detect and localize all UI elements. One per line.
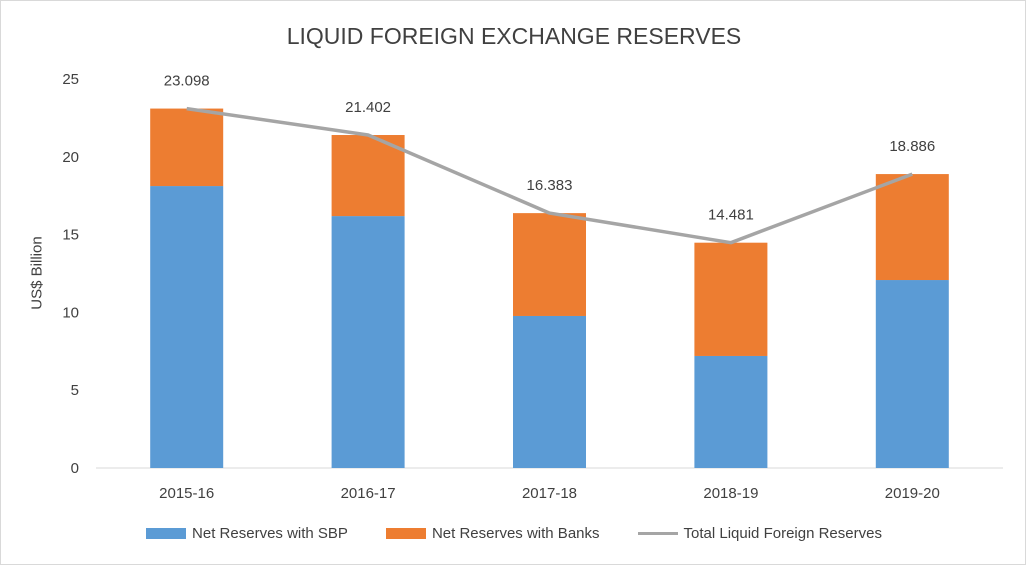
x-tick-label: 2019-20	[885, 485, 940, 502]
x-tick-label: 2018-19	[703, 485, 758, 502]
bar-sbp	[875, 280, 949, 468]
legend-swatch-banks	[385, 528, 426, 539]
data-label: 18.886	[889, 138, 935, 155]
bar-sbp	[694, 355, 768, 468]
legend-label: Net Reserves with SBP	[192, 525, 348, 542]
legend-label: Net Reserves with Banks	[431, 525, 600, 542]
legend-swatch-sbp	[146, 528, 187, 539]
y-tick-label: 20	[62, 149, 79, 166]
y-tick-label: 25	[62, 71, 79, 88]
bar-sbp	[331, 216, 405, 468]
y-tick-label: 0	[71, 460, 79, 477]
x-tick-label: 2017-18	[522, 485, 577, 502]
legend-item-total: Total Liquid Foreign Reserves	[637, 525, 882, 542]
bar-sbp	[513, 315, 586, 468]
data-label: 23.098	[164, 73, 210, 90]
x-tick-label: 2015-16	[159, 485, 214, 502]
y-tick-label: 15	[62, 227, 79, 244]
legend-swatch-total	[637, 532, 678, 535]
legend-item-sbp: Net Reserves with SBP	[146, 525, 348, 542]
bar-banks	[694, 242, 768, 356]
bar-banks	[331, 135, 405, 217]
x-tick-label: 2016-17	[341, 485, 396, 502]
chart-title: LIQUID FOREIGN EXCHANGE RESERVES	[286, 23, 742, 49]
legend-item-banks: Net Reserves with Banks	[385, 525, 600, 542]
legend-label: Total Liquid Foreign Reserves	[683, 525, 882, 542]
data-label: 14.481	[708, 207, 754, 224]
legend: Net Reserves with SBP Net Reserves with …	[1, 525, 1025, 542]
bar-banks	[513, 213, 586, 316]
bar-sbp	[150, 186, 224, 468]
data-label: 16.383	[527, 177, 573, 194]
y-tick-label: 10	[62, 304, 79, 321]
y-tick-label: 5	[71, 382, 79, 399]
bar-banks	[150, 108, 224, 187]
bar-banks	[875, 174, 949, 281]
data-label: 21.402	[345, 99, 391, 116]
total-line	[186, 106, 913, 245]
